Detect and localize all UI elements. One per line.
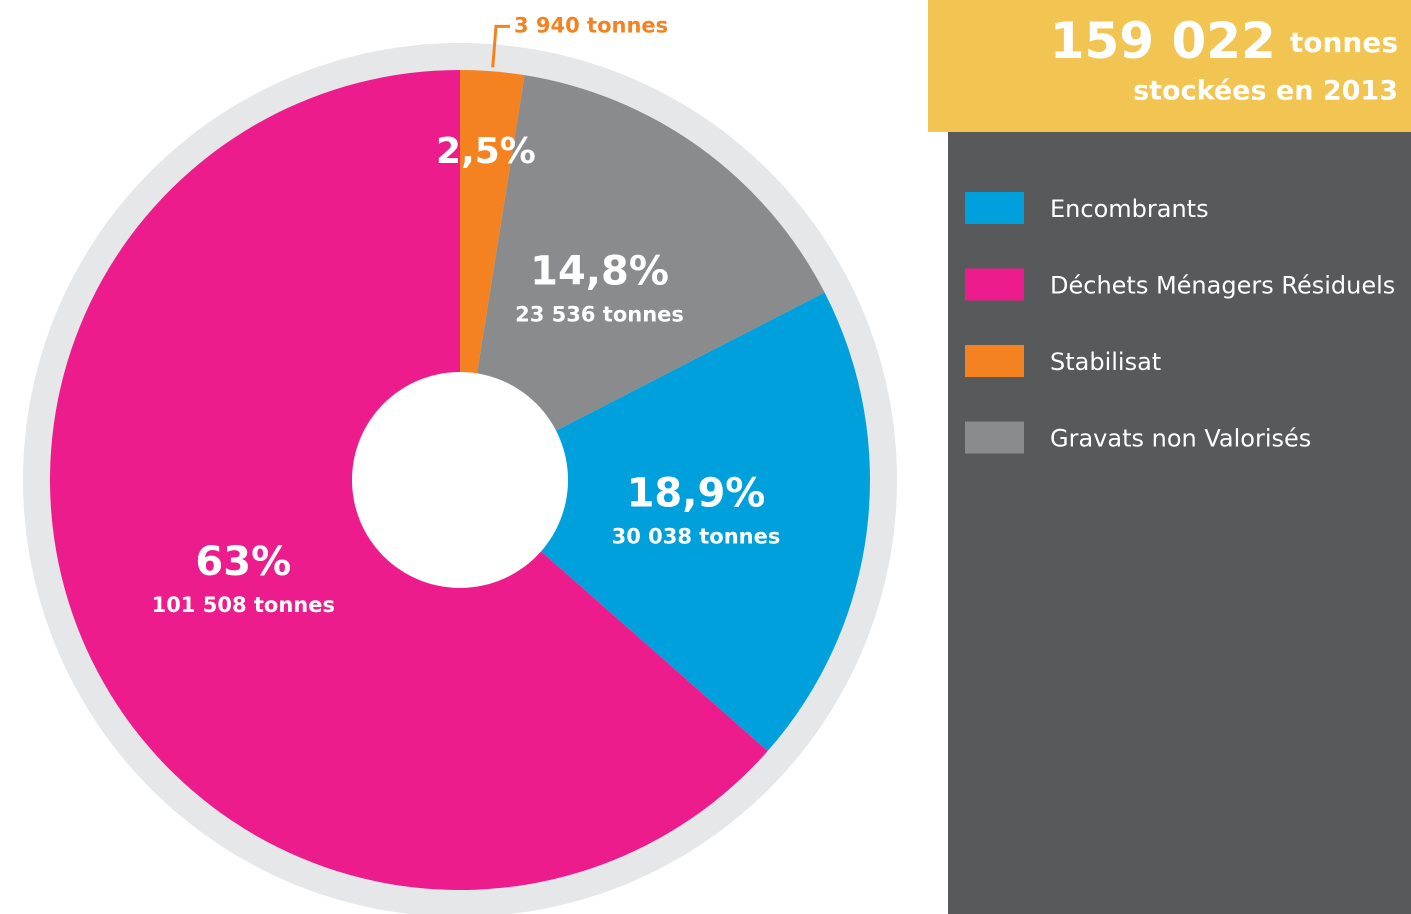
header-total: 159 022 tonnes	[1050, 12, 1398, 70]
total: 159 022	[1050, 12, 1276, 70]
slice-tonnes-label: 3 940 tonnes	[514, 13, 668, 37]
slice-percent-label: 2,5%	[436, 131, 536, 172]
legend: Encombrants Déchets Ménagers Résiduels Sta…	[965, 192, 1395, 454]
pie-slice	[460, 75, 825, 480]
slice-tonnes-label: 23 536 tonnes	[515, 302, 684, 326]
legend-swatch	[965, 345, 1024, 377]
legend-swatch	[965, 192, 1024, 224]
pie-hole	[352, 372, 568, 588]
legend-label: Déchets Ménagers Résiduels	[1050, 272, 1395, 300]
total-unit: tonnes	[1290, 26, 1398, 59]
slice-percent-label: 14,8%	[530, 248, 669, 294]
labels: 18,9% 30 038 tonnes 63% 101 508 tonnes 2,5% 3…	[152, 13, 781, 616]
pie-slice	[460, 292, 870, 751]
slice-percent-label: 63%	[195, 539, 291, 585]
header-box	[928, 0, 1411, 132]
legend-swatch	[965, 268, 1024, 301]
legend-label: Stabilisat	[1050, 348, 1161, 376]
slice-percent-label: 18,9%	[627, 470, 766, 516]
leader-line	[491, 24, 510, 68]
subtitle: stockées en 2013	[1133, 76, 1398, 107]
slice-tonnes-label: 101 508 tonnes	[152, 593, 335, 617]
legend-label: Gravats non Valorisés	[1050, 425, 1311, 453]
legend-swatch	[965, 421, 1024, 454]
legend-label: Encombrants	[1050, 195, 1209, 223]
slice-tonnes-label: 30 038 tonnes	[612, 524, 781, 548]
legend-panel	[948, 132, 1411, 914]
